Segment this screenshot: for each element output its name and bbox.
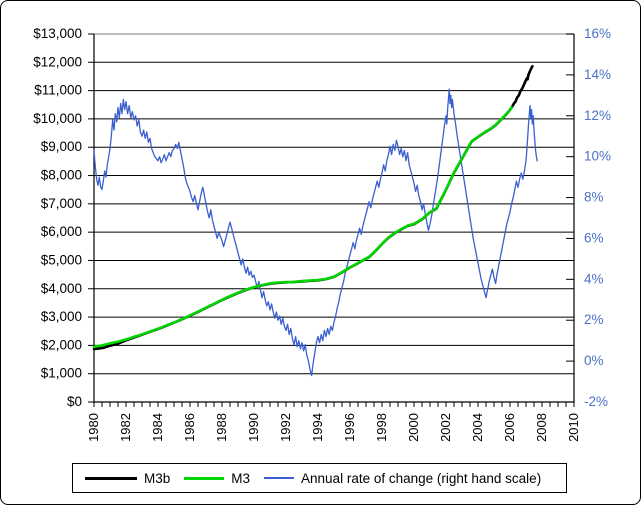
- right-axis-label: -2%: [584, 394, 608, 409]
- x-axis-label: 1992: [278, 413, 293, 442]
- x-axis-label: 2010: [566, 413, 581, 442]
- annual-rate-line-sample: [264, 477, 295, 479]
- left-axis-label: $1,000: [41, 366, 82, 381]
- x-axis-label: 1994: [310, 413, 325, 442]
- left-axis-label: $10,000: [33, 111, 82, 126]
- x-axis-label: 2002: [438, 413, 453, 442]
- left-axis-label: $8,000: [41, 168, 82, 183]
- series-line-m3: [92, 106, 513, 349]
- right-axis-label: 0%: [584, 353, 604, 368]
- right-axis-label: 10%: [584, 149, 611, 164]
- x-axis-label: 1990: [246, 413, 261, 442]
- left-axis-label: $13,000: [33, 26, 82, 41]
- left-axis-label: $2,000: [41, 337, 82, 352]
- left-axis-label: $9,000: [41, 139, 82, 154]
- right-axis-label: 4%: [584, 271, 604, 286]
- x-axis-label: 2000: [406, 413, 421, 442]
- right-axis-label: 12%: [584, 108, 611, 123]
- x-axis-label: 1984: [150, 413, 165, 442]
- left-axis-label: $3,000: [41, 309, 82, 324]
- right-axis-label: 16%: [584, 26, 611, 41]
- x-axis-label: 1980: [86, 413, 101, 442]
- legend-item-m3b: M3b: [85, 471, 170, 486]
- x-axis-label: 1982: [118, 413, 133, 442]
- right-axis-label: 8%: [584, 190, 604, 205]
- series-line-m3b: [92, 65, 534, 351]
- right-axis-label: 14%: [584, 67, 611, 82]
- m3-money-supply-chart: $13,000 $12,000 $11,000 $10,000 $9,000 $8,000…: [33, 26, 611, 442]
- x-axis-label: 1988: [214, 413, 229, 442]
- x-axis-label: 2008: [534, 413, 549, 442]
- m3-line-sample: [184, 476, 225, 480]
- left-axis-label: $11,000: [34, 83, 82, 98]
- left-axis-label: $4,000: [41, 281, 82, 296]
- left-axis-label: $7,000: [41, 196, 82, 211]
- x-axis-label: 2006: [502, 413, 517, 442]
- right-axis-label: 6%: [584, 230, 604, 245]
- m3b-line-sample: [85, 476, 137, 480]
- legend-label-m3b: M3b: [144, 470, 171, 486]
- legend-item-annual-rate: Annual rate of change (right hand scale): [264, 471, 541, 486]
- left-axis-label: $5,000: [41, 252, 82, 267]
- right-axis-label: 2%: [584, 312, 604, 327]
- x-axis-label: 1986: [182, 413, 197, 442]
- legend: M3b M3 Annual rate of change (right hand…: [72, 463, 567, 493]
- left-axis-label: $6,000: [41, 224, 82, 239]
- left-axis-label: $12,000: [33, 54, 82, 69]
- x-axis-label: 1996: [342, 413, 357, 442]
- legend-item-m3: M3: [184, 471, 250, 486]
- series-line-annual-rate: [93, 88, 538, 377]
- x-axis-label: 1998: [374, 413, 389, 442]
- x-axis-label: 2004: [470, 413, 485, 442]
- left-axis-label: $0: [67, 394, 82, 409]
- legend-label-annual-rate: Annual rate of change (right hand scale): [301, 470, 542, 486]
- legend-label-m3: M3: [231, 470, 251, 486]
